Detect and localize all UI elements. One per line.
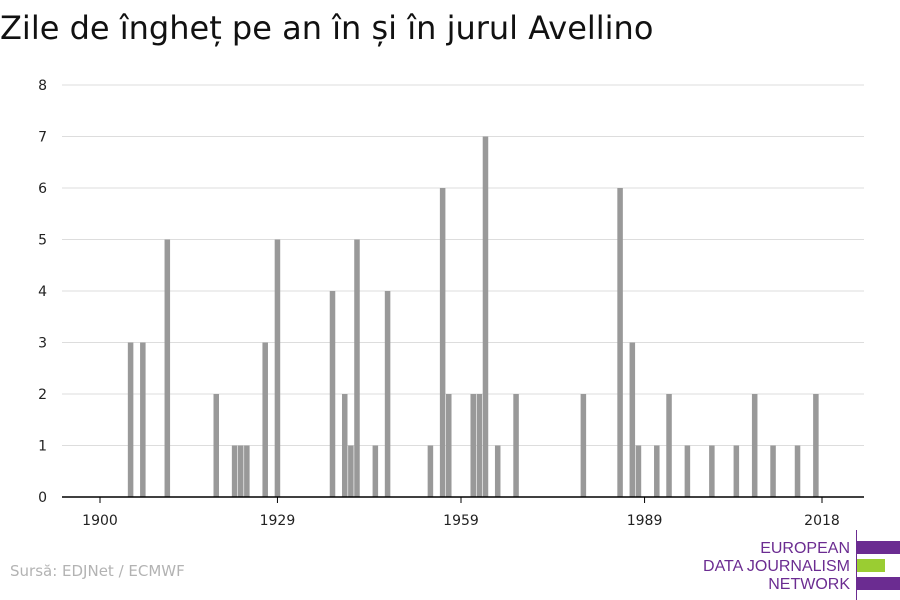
bar-2004	[733, 445, 740, 497]
y-axis-ticks: 0 1 2 3 4 5 6 7 8	[38, 78, 47, 506]
bar-2017	[813, 394, 819, 497]
x-tick-label-1929: 1929	[260, 513, 296, 529]
bar-1985	[617, 188, 623, 497]
bar-1942	[354, 239, 360, 497]
y-tick-label-7: 7	[38, 130, 47, 146]
bar-1963	[482, 136, 489, 497]
bar-1947	[384, 291, 391, 497]
y-tick-label-4: 4	[38, 284, 47, 300]
logo-bar-purple-top	[857, 541, 900, 554]
x-tick-label-1900: 1900	[82, 513, 118, 529]
bar-1945	[372, 445, 379, 497]
source-text: Sursă: EDJNet / ECMWF	[10, 562, 185, 580]
edjnet-logo[interactable]: EUROPEAN DATA JOURNALISM NETWORK	[700, 530, 900, 600]
logo-bar-green	[857, 559, 885, 572]
bar-1907	[140, 342, 146, 497]
y-tick-label-1: 1	[38, 439, 47, 455]
y-tick-label-2: 2	[38, 387, 47, 403]
bar-1996	[684, 445, 691, 497]
bar-1991	[654, 445, 660, 497]
bar-2007	[751, 394, 758, 497]
x-tick-label-2018: 2018	[804, 513, 840, 529]
y-tick-label-8: 8	[38, 78, 47, 94]
bar-2010	[770, 445, 776, 497]
bar-1923	[237, 445, 244, 497]
logo-text-line-3: NETWORK	[768, 576, 850, 593]
y-tick-label-5: 5	[38, 233, 47, 249]
logo-bar-purple-bottom	[857, 577, 900, 590]
bar-2000	[709, 445, 715, 497]
bar-1988	[635, 445, 642, 497]
bar-1965	[494, 445, 501, 497]
x-tick-label-1959: 1959	[443, 513, 479, 529]
bar-1940	[341, 394, 348, 497]
bar-1956	[439, 188, 446, 497]
bars	[127, 136, 819, 497]
bar-1924	[244, 445, 250, 497]
bar-1911	[164, 239, 171, 497]
bar-1919	[213, 394, 220, 497]
y-tick-label-3: 3	[38, 336, 47, 352]
bar-1979	[580, 394, 587, 497]
bar-2014	[794, 445, 801, 497]
x-axis: 1900 1929 1959 1989 2018	[62, 496, 864, 529]
y-tick-label-6: 6	[38, 181, 47, 197]
bar-1968	[513, 394, 519, 497]
bar-1929	[274, 239, 281, 497]
bar-1993	[666, 394, 672, 497]
x-tick-label-1989: 1989	[627, 513, 663, 529]
y-tick-label-0: 0	[38, 490, 47, 506]
bar-1954	[427, 445, 434, 497]
bar-1905	[127, 342, 134, 497]
bar-1927	[262, 342, 268, 497]
bar-1941	[348, 445, 354, 497]
bar-1987	[629, 342, 636, 497]
bar-1938	[329, 291, 336, 497]
gridlines	[62, 84, 864, 446]
bar-1961	[470, 394, 476, 497]
logo-text-line-2: DATA JOURNALISM	[703, 558, 850, 575]
logo-text-line-1: EUROPEAN	[760, 540, 850, 557]
bar-1922	[231, 445, 238, 497]
logo-divider	[856, 530, 857, 600]
chart-title: Zile de îngheț pe an în și în jurul Avel…	[0, 9, 654, 47]
bar-1962	[476, 394, 483, 497]
bar-1957	[446, 394, 452, 497]
